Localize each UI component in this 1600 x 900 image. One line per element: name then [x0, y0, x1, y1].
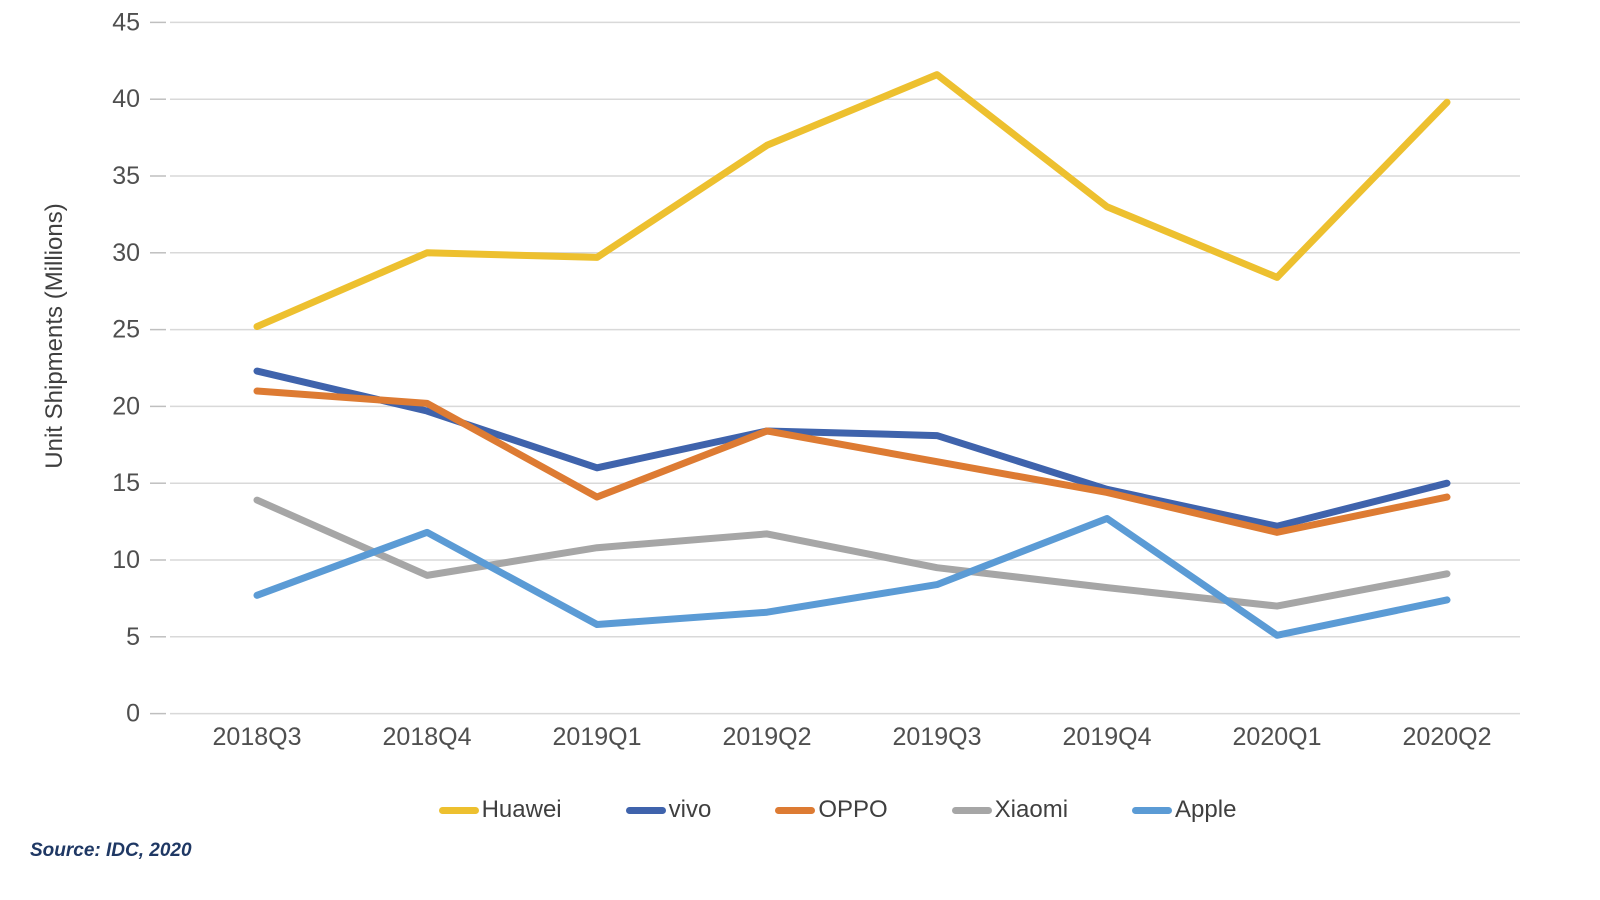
y-axis-tick-label: 15: [112, 469, 140, 497]
y-axis-tick-label: 30: [112, 239, 140, 267]
y-axis-tick-label: 45: [112, 8, 140, 36]
x-axis-tick-labels: 2018Q3 2018Q4 2019Q1 2019Q2 2019Q3 2019Q4 2020…: [213, 723, 1492, 751]
x-axis-tick-label: 2019Q1: [553, 723, 642, 751]
series-line-huawei: [253, 71, 1451, 331]
legend-label: OPPO: [818, 796, 888, 823]
series-line-xiaomi: [253, 496, 1451, 610]
legend-item-oppo: OPPO: [775, 796, 888, 823]
x-axis-tick-label: 2020Q2: [1403, 723, 1492, 751]
x-axis-tick-label: 2020Q1: [1233, 723, 1322, 751]
y-axis-tick-label: 35: [112, 162, 140, 190]
series-line-apple: [253, 515, 1451, 639]
x-axis-tick-label: 2018Q4: [383, 723, 472, 751]
y-axis-tick-label: 40: [112, 85, 140, 113]
legend-item-apple: Apple: [1132, 798, 1236, 822]
legend-label: Huawei: [481, 796, 562, 823]
legend-swatch-oppo: [775, 806, 816, 814]
series-lines: [253, 71, 1451, 639]
legend-label: vivo: [668, 796, 712, 823]
legend-item-xiaomi: Xiaomi: [951, 796, 1069, 823]
legend-label: Apple: [1175, 796, 1237, 823]
legend-swatch-huawei: [438, 806, 479, 814]
gridlines: [150, 21, 1520, 715]
x-axis-tick-label: 2019Q4: [1063, 723, 1152, 751]
y-axis-tick-label: 0: [126, 700, 140, 728]
y-axis-tick-label: 20: [112, 392, 140, 420]
y-axis-title: Unit Shipments (Millions): [41, 203, 68, 468]
y-axis-tick-label: 25: [112, 316, 140, 344]
legend-item-huawei: Huawei: [438, 796, 562, 823]
line-chart: Unit Shipments (Millions) 0 5 10 15 20 25 30 35…: [41, 8, 1520, 751]
x-axis-tick-label: 2018Q3: [213, 723, 302, 751]
y-axis-tick-labels: 0 5 10 15 20 25 30 35 40 45: [112, 8, 140, 727]
chart-legend: Huawei vivo OPPO Xiaomi Apple: [155, 792, 1520, 828]
legend-swatch-xiaomi: [951, 806, 992, 814]
legend-swatch-apple: [1132, 806, 1173, 814]
y-axis-tick-label: 10: [112, 546, 140, 574]
legend-label: Xiaomi: [994, 796, 1069, 823]
source-note: Source: IDC, 2020: [30, 840, 192, 861]
y-axis-tick-label: 5: [126, 623, 140, 651]
x-axis-tick-label: 2019Q3: [893, 723, 982, 751]
series-line-oppo: [253, 387, 1451, 536]
legend-swatch-vivo: [625, 806, 666, 814]
legend-item-vivo: vivo: [625, 796, 712, 823]
x-axis-tick-label: 2019Q2: [723, 723, 812, 751]
